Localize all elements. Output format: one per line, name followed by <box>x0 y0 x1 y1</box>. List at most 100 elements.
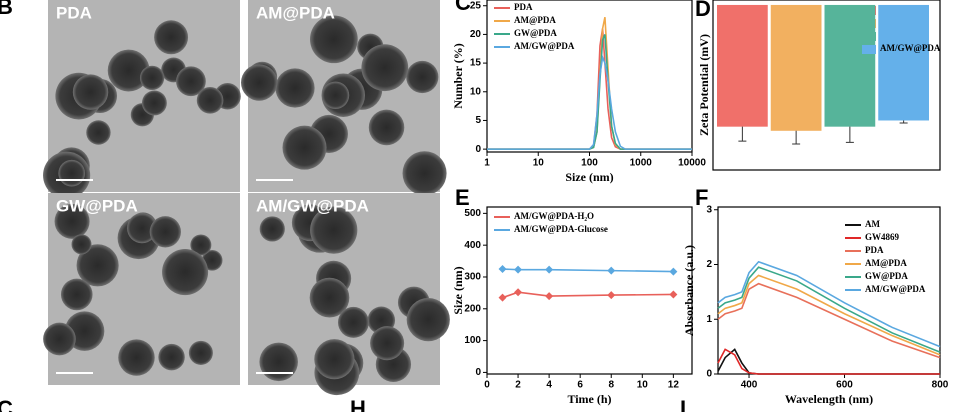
panel-label: H <box>350 396 366 412</box>
particle <box>337 306 369 338</box>
error-bar <box>738 126 747 142</box>
particle <box>402 151 447 196</box>
marker <box>669 267 678 276</box>
particle <box>196 87 224 114</box>
error-bar <box>792 130 801 145</box>
particle <box>361 44 409 92</box>
bar <box>824 4 876 127</box>
x-tick-label: 600 <box>836 380 853 391</box>
marker <box>545 292 554 301</box>
series-line <box>717 348 940 375</box>
x-tick-label: 6 <box>577 380 583 391</box>
particle <box>368 109 405 146</box>
particle <box>71 234 92 255</box>
image-label: PDA <box>56 3 92 22</box>
legend-swatch <box>862 45 876 54</box>
y-tick-label: 0 <box>475 144 481 155</box>
particle <box>309 277 350 318</box>
series-line <box>717 266 941 353</box>
x-tick-label: 4 <box>546 380 552 391</box>
y-tick-label: 300 <box>464 272 481 283</box>
particle <box>54 203 90 239</box>
marker <box>545 265 554 274</box>
panel-label: B <box>0 0 13 19</box>
y-tick-label: 400 <box>464 240 481 251</box>
y-tick-label: 1 <box>706 314 712 325</box>
bar <box>770 4 822 131</box>
x-tick-label: 8 <box>608 380 614 391</box>
marker <box>669 290 678 299</box>
series-line <box>717 274 941 356</box>
legend-label: AM/GW@PDA <box>865 284 926 294</box>
x-tick-label: 0 <box>484 380 490 391</box>
image-label: AM/GW@PDA <box>256 196 369 215</box>
legend-label: AM <box>865 219 880 229</box>
x-tick-label: 2 <box>515 380 521 391</box>
y-tick-label: 20 <box>470 29 482 40</box>
error-bar <box>845 126 854 143</box>
legend-label: PDA <box>865 245 884 255</box>
x-axis-label: Time (h) <box>567 392 611 406</box>
particle <box>158 343 185 371</box>
y-tick-label: 3 <box>706 204 712 215</box>
x-axis-label: Size (nm) <box>565 170 613 184</box>
x-tick-label: 10000 <box>678 158 706 169</box>
particle <box>370 326 405 361</box>
x-axis-label: Wavelength (nm) <box>785 392 873 406</box>
y-axis-label: Size (nm) <box>451 266 465 314</box>
particle <box>259 342 298 382</box>
legend-label: AM@PDA <box>865 258 907 268</box>
legend-label: GW4869 <box>865 232 900 242</box>
axes-frame <box>712 0 941 171</box>
legend-label: GW@PDA <box>865 271 908 281</box>
panel-label: F <box>695 185 708 210</box>
x-tick-label: 800 <box>932 380 949 391</box>
x-tick-label: 1 <box>484 158 490 169</box>
marker <box>514 288 523 297</box>
y-axis-label: Number (%) <box>451 43 465 108</box>
y-tick-label: 500 <box>464 208 481 219</box>
series-line <box>487 34 692 150</box>
x-tick-label: 100 <box>581 158 598 169</box>
series-line <box>717 260 941 348</box>
y-tick-label: 0 <box>475 367 481 378</box>
legend-label: AM/GW@PDA-Glucose <box>514 224 608 234</box>
particle <box>127 213 157 244</box>
x-tick-label: 400 <box>741 380 758 391</box>
panel-label: D <box>695 0 711 21</box>
bar <box>878 4 929 121</box>
x-tick-label: 12 <box>668 380 680 391</box>
particle <box>141 90 167 116</box>
particle <box>406 298 450 342</box>
particle <box>241 64 278 101</box>
marker <box>498 265 507 274</box>
particle <box>310 15 358 64</box>
marker <box>514 265 523 274</box>
legend-label: PDA <box>514 2 533 12</box>
y-tick-label: 100 <box>464 335 481 346</box>
y-axis-label: Zeta Potential (mV) <box>697 34 711 136</box>
x-tick-label: 1000 <box>630 158 653 169</box>
panel-label: C <box>455 0 471 15</box>
x-tick-label: 10 <box>637 380 649 391</box>
particle <box>43 322 76 356</box>
particle <box>321 81 350 109</box>
marker <box>607 291 616 300</box>
marker <box>498 293 507 302</box>
series-line <box>717 282 941 359</box>
legend-label: AM/GW@PDA-H₂O <box>514 211 594 221</box>
axes-frame <box>486 206 693 375</box>
particle <box>406 60 439 94</box>
particle <box>259 216 285 242</box>
panel-label: E <box>455 185 470 210</box>
y-tick-label: 15 <box>470 58 482 69</box>
series-line <box>487 54 692 150</box>
image-label: GW@PDA <box>56 196 138 215</box>
particle <box>176 66 206 97</box>
legend-swatch <box>862 32 876 41</box>
legend-label: AM@PDA <box>514 15 556 25</box>
panel-label: C <box>0 396 13 412</box>
particle <box>60 278 93 311</box>
legend-label: AM/GW@PDA <box>514 41 575 51</box>
